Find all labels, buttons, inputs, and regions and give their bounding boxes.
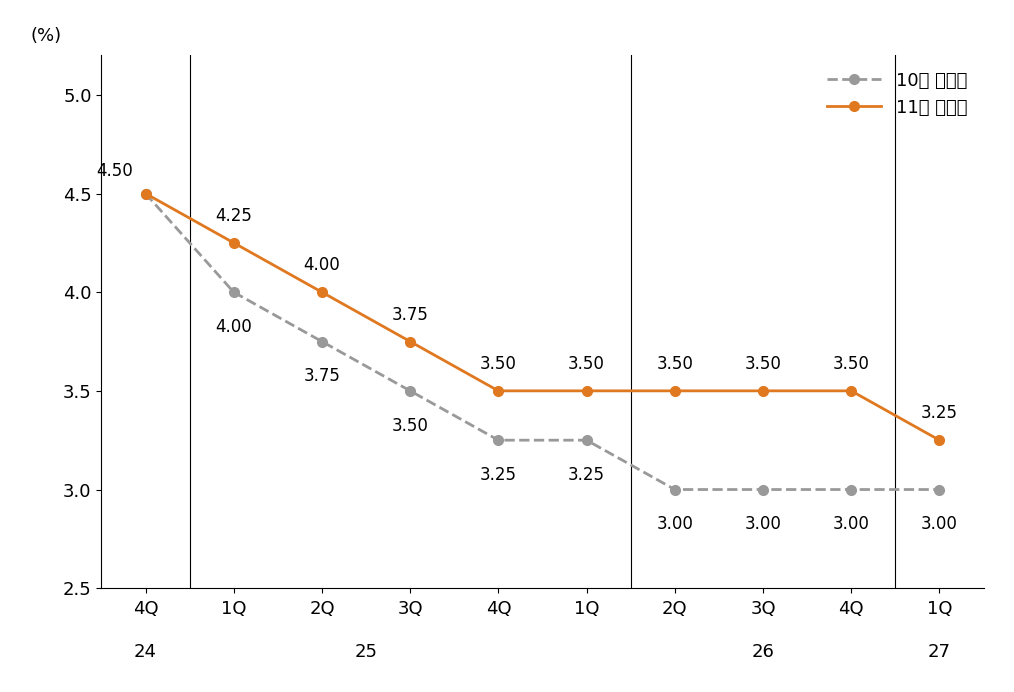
Text: 3.50: 3.50 (568, 355, 605, 373)
Text: 3.50: 3.50 (391, 417, 429, 435)
Legend: 10월 전망치, 11월 전망치: 10월 전망치, 11월 전망치 (820, 64, 974, 124)
Text: 3.25: 3.25 (480, 466, 517, 484)
Text: 3.00: 3.00 (832, 515, 870, 533)
Text: 4.00: 4.00 (215, 318, 252, 336)
Text: 24: 24 (134, 644, 157, 662)
Text: 27: 27 (928, 644, 951, 662)
Text: (%): (%) (30, 27, 62, 45)
Text: 26: 26 (751, 644, 775, 662)
Text: 3.50: 3.50 (744, 355, 782, 373)
Text: 3.50: 3.50 (480, 355, 517, 373)
Text: 3.50: 3.50 (832, 355, 870, 373)
Text: 3.00: 3.00 (744, 515, 782, 533)
Text: 4.00: 4.00 (303, 257, 341, 275)
Text: 3.50: 3.50 (656, 355, 694, 373)
Text: 3.75: 3.75 (303, 367, 341, 385)
Text: 4.50: 4.50 (96, 162, 133, 180)
Text: 3.25: 3.25 (921, 404, 958, 422)
Text: 25: 25 (355, 644, 377, 662)
Text: 4.25: 4.25 (215, 207, 252, 225)
Text: 3.00: 3.00 (656, 515, 694, 533)
Text: 3.75: 3.75 (391, 306, 429, 324)
Text: 3.25: 3.25 (568, 466, 605, 484)
Text: 3.00: 3.00 (921, 515, 958, 533)
